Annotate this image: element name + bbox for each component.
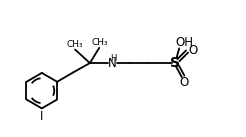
Text: I: I [40, 110, 44, 123]
Text: OH: OH [176, 36, 194, 49]
Text: CH₃: CH₃ [92, 38, 108, 47]
Text: H: H [110, 54, 116, 63]
Text: S: S [170, 56, 181, 70]
Text: N: N [108, 57, 116, 70]
Text: O: O [180, 76, 189, 89]
Text: O: O [188, 44, 197, 57]
Text: CH₃: CH₃ [67, 40, 83, 49]
